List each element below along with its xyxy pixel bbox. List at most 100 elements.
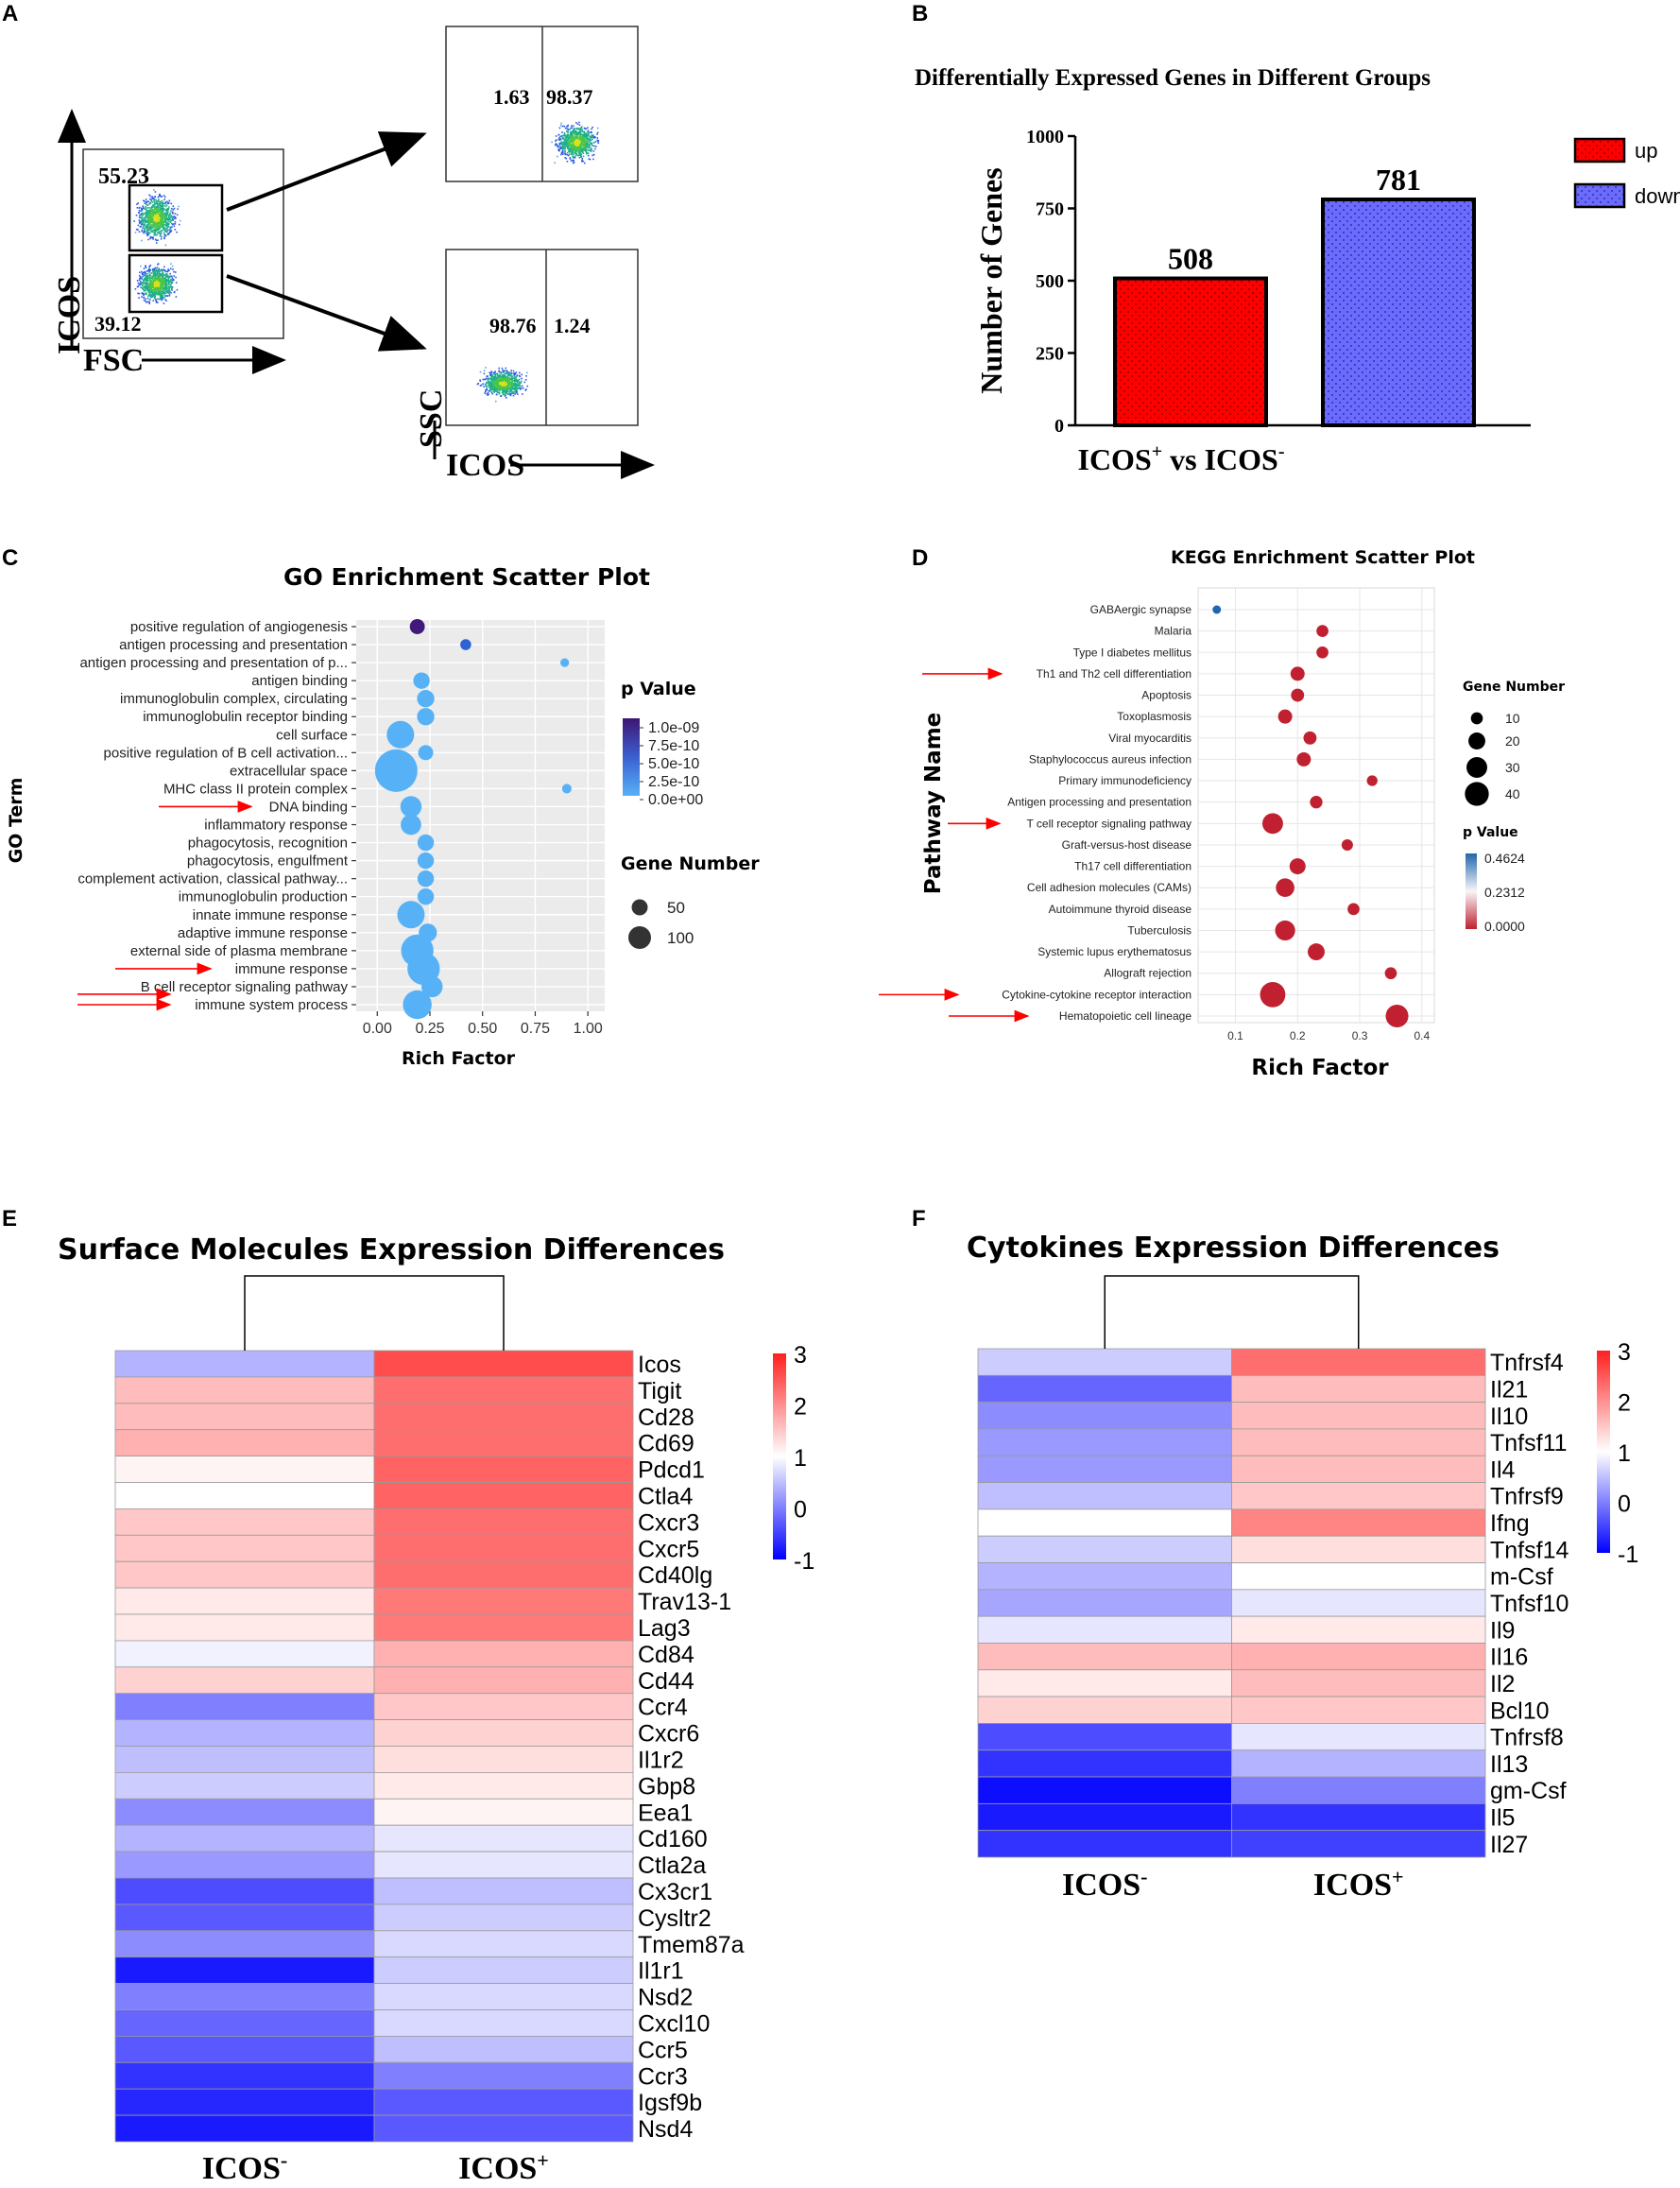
flow-event-dot [165,279,168,282]
flow-event-dot [152,212,154,215]
kegg-legend-size-label: 30 [1505,760,1520,775]
flow-event-dot [587,143,589,145]
go-point [417,888,435,905]
flow-event-dot [574,147,575,149]
flow-event-dot [150,295,152,298]
flow-event-dot [156,286,159,289]
flow-bottom-frame [445,249,639,426]
flow-event-dot [161,281,163,283]
flow-event-dot [141,208,143,211]
flow-event-dot [157,206,160,208]
flow-event-dot [510,393,512,395]
flow-event-dot [170,285,172,287]
heatmap-dendrogram [1104,1275,1360,1349]
flow-event-dot [560,153,562,156]
flow-event-dot [489,390,490,392]
flow-event-dot [174,223,177,225]
flow-event-dot [173,207,176,210]
flow-event-dot [490,382,493,385]
kegg-legend-size-label: 20 [1505,733,1520,749]
kegg-point [1384,967,1397,980]
flow-event-dot [154,232,156,234]
flow-event-dot [567,143,570,145]
heatmap-row-label: Il9 [1490,1617,1515,1644]
flow-event-dot [581,146,583,149]
flow-event-dot [576,139,578,142]
flow-event-dot [150,276,153,279]
flow-event-dot [171,289,173,291]
flow-event-dot [163,224,164,226]
flow-event-dot [580,137,583,139]
flow-event-dot [155,268,158,271]
flow-event-dot [486,393,488,395]
flow-event-dot [494,378,496,380]
flow-event-dot [157,279,159,282]
flow-event-dot [577,138,579,141]
flow-event-dot [564,147,567,149]
flow-event-dot [585,139,587,142]
flow-event-dot [152,214,155,216]
heatmap-cell [114,1798,375,1826]
heatmap-cell [1231,1374,1486,1404]
heatmap-cell [1231,1455,1486,1483]
flow-event-dot [506,384,509,386]
flow-event-dot [166,218,168,221]
flow-event-dot [157,281,160,284]
flow-event-dot [578,147,580,150]
flow-event-dot [554,144,557,146]
flow-event-dot [148,276,151,279]
heatmap-cell [373,1719,634,1747]
flow-event-dot [578,124,581,126]
flow-event-dot [156,207,158,209]
bar-chart-x-label: ICOS+ vs ICOS- [1077,441,1284,476]
flow-event-dot [562,143,565,146]
flow-event-dot [571,137,573,140]
flow-event-dot [506,375,508,377]
flow-event-dot [575,148,577,151]
go-x-tick-label: 0.25 [415,1021,444,1037]
flow-event-dot [145,214,147,215]
flow-event-dot [149,195,152,198]
flow-event-dot [146,283,147,285]
flow-event-dot [563,133,566,136]
heatmap-colorbar-tick-label: 3 [794,1342,807,1369]
flow-event-dot [592,158,594,161]
flow-event-dot [169,226,172,229]
kegg-legend-p-tick-label: 0.2312 [1484,885,1525,900]
heatmap-cell [373,1613,634,1642]
flow-event-dot [580,156,582,158]
kegg-point [1261,813,1283,835]
flow-event-dot [495,385,498,388]
go-point [417,834,435,852]
flow-event-dot [143,294,145,297]
flow-event-dot [572,140,574,142]
heatmap-row-label: Cd44 [638,1668,694,1695]
flow-event-dot [591,136,592,139]
flow-event-dot [154,290,157,293]
go-legend-size-label: 50 [667,899,685,917]
flow-event-dot [163,279,165,281]
flow-event-dot [521,373,523,376]
flow-event-dot [515,371,518,373]
flow-event-dot [149,299,151,301]
flow-event-dot [577,128,579,129]
flow-event-dot [154,280,156,282]
flow-event-dot [145,288,146,290]
flow-event-dot [155,212,158,215]
flow-event-dot [155,276,157,279]
flow-event-dot [160,282,163,284]
flow-event-dot [167,221,169,223]
heatmap-cell [977,1696,1232,1724]
flow-event-dot [145,272,146,274]
heatmap-cell [114,2009,375,2037]
flow-event-dot [522,388,524,389]
flow-event-dot [151,197,153,199]
flow-event-dot [169,215,172,218]
flow-event-dot [508,381,511,383]
flow-event-dot [163,291,166,293]
flow-event-dot [175,276,177,279]
heatmap-cell [977,1508,1232,1537]
flow-event-dot [498,391,500,393]
flow-event-dot [509,384,512,387]
heatmap-row-label: Ifng [1490,1510,1530,1537]
